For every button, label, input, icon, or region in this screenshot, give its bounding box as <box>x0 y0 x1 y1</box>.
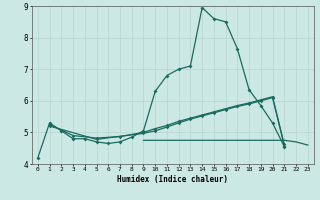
X-axis label: Humidex (Indice chaleur): Humidex (Indice chaleur) <box>117 175 228 184</box>
